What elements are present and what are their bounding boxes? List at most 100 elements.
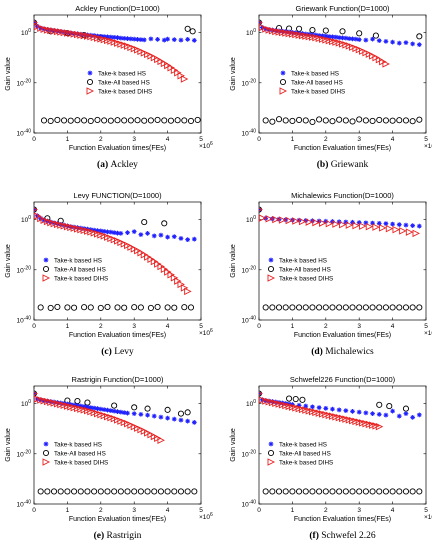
point-take-all-based-hs <box>269 304 276 311</box>
y-tick-label: 10-20 <box>242 78 257 87</box>
point-take-all-based-hs <box>329 118 336 125</box>
x-tick-label: 2 <box>99 323 103 330</box>
x-tick-label: 4 <box>391 136 395 143</box>
x-axis-label: Function Evaluation times(FEs) <box>294 516 391 523</box>
point-take-k-based-hs <box>105 407 110 413</box>
x-tick-label: 3 <box>132 136 136 143</box>
point-take-k-based-hs <box>118 35 124 41</box>
point-take-all-based-hs <box>54 116 61 123</box>
point-take-all-based-hs <box>184 488 191 495</box>
point-take-all-based-hs <box>71 488 78 495</box>
x-tick-label: 4 <box>166 136 170 143</box>
point-take-all-based-hs <box>194 116 201 123</box>
point-take-k-based-hs <box>178 236 184 241</box>
point-take-k-based-dihs <box>345 221 354 229</box>
point-take-k-based-dihs <box>392 225 400 234</box>
y-tick-label: 10-40 <box>17 500 32 509</box>
point-take-all-based-hs <box>402 117 410 124</box>
point-take-k-based-hs <box>343 35 349 41</box>
point-take-all-based-hs <box>269 118 276 125</box>
point-take-all-based-hs <box>269 488 276 495</box>
point-take-k-based-hs <box>416 412 422 418</box>
point-take-all-based-hs <box>164 406 171 413</box>
point-take-k-based-hs <box>330 406 335 412</box>
point-take-all-based-hs <box>389 117 396 124</box>
point-take-k-based-hs <box>171 234 177 240</box>
point-take-all-based-hs <box>177 410 185 417</box>
point-take-all-based-hs <box>107 117 114 124</box>
panel-michalewics: Michalewics Function(D=1000) 0 1 2 3 4 5×106 10… <box>230 191 432 357</box>
point-take-all-based-hs <box>141 219 148 226</box>
point-take-k-based-hs <box>370 220 375 226</box>
point-take-all-based-hs <box>131 304 138 311</box>
point-take-all-based-hs <box>189 28 196 35</box>
point-take-all-based-hs <box>57 488 64 495</box>
y-tick-label: 10-40 <box>17 129 32 138</box>
point-take-k-based-dihs <box>319 219 327 227</box>
chart-title: Rastrigin Function(D=1000) <box>72 375 164 384</box>
point-take-all-based-hs <box>309 304 316 311</box>
point-take-k-based-hs <box>161 37 167 43</box>
point-take-all-based-hs <box>376 488 383 495</box>
point-take-k-based-hs <box>115 35 120 40</box>
data-layer <box>259 206 423 311</box>
point-take-k-based-hs <box>185 418 191 424</box>
point-take-all-based-hs <box>157 488 164 495</box>
point-take-k-based-hs <box>115 409 120 415</box>
point-take-k-based-hs <box>185 36 191 42</box>
point-take-all-based-hs <box>111 488 118 495</box>
point-take-k-based-hs <box>326 34 332 39</box>
legend: Take-k based HS Take-All based HS Take-k b… <box>279 70 345 95</box>
panel-caption: (b) Griewank <box>317 159 369 170</box>
x-multiplier: ×106 <box>424 141 432 150</box>
point-take-k-based-hs <box>95 228 100 234</box>
point-take-k-based-hs <box>125 410 130 416</box>
point-take-k-based-hs <box>98 406 104 412</box>
point-take-all-based-hs <box>104 303 111 310</box>
point-take-all-based-hs <box>296 116 303 123</box>
point-take-all-based-hs <box>342 117 349 124</box>
point-take-k-based-hs <box>78 403 84 409</box>
legend: Take-k based HS Take-All based HS Take-k b… <box>42 257 108 282</box>
y-tick-label: 100 <box>246 399 256 408</box>
y-tick-label: 10-40 <box>17 316 32 325</box>
x-tick-label: 5 <box>424 136 428 143</box>
point-take-k-based-hs <box>403 222 409 228</box>
x-tick-label: 1 <box>291 136 295 143</box>
point-take-all-based-hs <box>322 488 329 495</box>
legend-marker-take-k-based-hs <box>87 70 93 76</box>
point-take-k-based-hs <box>336 35 342 40</box>
x-multiplier: ×106 <box>199 328 213 337</box>
point-take-k-based-dihs <box>272 215 280 224</box>
point-take-k-based-hs <box>410 223 416 228</box>
point-take-k-based-dihs <box>180 75 189 83</box>
point-take-k-based-dihs <box>157 436 165 444</box>
point-take-k-based-dihs <box>305 218 314 226</box>
point-take-k-based-hs <box>390 39 395 45</box>
legend-marker-take-all-based-hs <box>279 78 287 86</box>
point-take-all-based-hs <box>282 488 289 495</box>
point-take-all-based-hs <box>402 304 410 311</box>
point-take-k-based-hs <box>115 230 120 236</box>
legend: Take-k based HS Take-All based HS Take-k b… <box>267 257 333 282</box>
y-tick-label: 10-20 <box>17 449 32 458</box>
legend-marker-take-k-based-dihs <box>279 87 288 95</box>
point-take-k-based-hs <box>151 413 157 419</box>
point-take-k-based-hs <box>310 404 315 410</box>
legend-label: Take-k based HS <box>54 257 102 264</box>
y-tick-label: 10-20 <box>242 265 257 274</box>
point-take-k-based-hs <box>81 404 87 409</box>
point-take-all-based-hs <box>286 395 293 402</box>
point-take-k-based-hs <box>158 414 164 420</box>
y-tick-label: 100 <box>21 28 31 37</box>
point-take-k-based-hs <box>131 36 137 42</box>
point-take-all-based-hs <box>396 117 403 124</box>
legend-label: Take-k based DIHS <box>98 88 152 95</box>
legend-marker-take-k-based-dihs <box>86 87 95 95</box>
point-take-k-based-hs <box>376 38 382 44</box>
point-take-k-based-hs <box>158 232 164 238</box>
point-take-k-based-hs <box>178 417 184 423</box>
point-take-all-based-hs <box>342 304 349 311</box>
y-axis-label: Gain value <box>5 428 12 462</box>
legend-label: Take-All based HS <box>54 266 106 273</box>
